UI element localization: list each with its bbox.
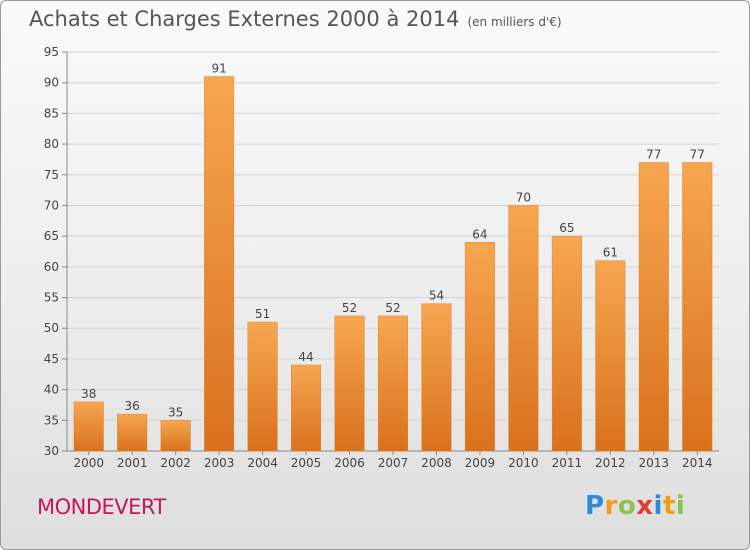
x-tick-label: 2000 [73, 456, 104, 470]
x-tick-label: 2007 [378, 456, 409, 470]
bar-value-label: 65 [559, 221, 574, 235]
bar-value-label: 35 [168, 405, 183, 419]
bar-value-label: 61 [603, 246, 618, 260]
bar-value-label: 51 [255, 307, 270, 321]
bar [73, 401, 104, 452]
logo-letter: t [662, 491, 676, 521]
bar [551, 235, 582, 452]
bar-value-label: 52 [385, 301, 400, 315]
bar [638, 162, 669, 452]
bar [291, 364, 322, 452]
y-tick-label: 80 [44, 137, 59, 151]
logo-letter: P [585, 491, 605, 521]
y-tick-label: 45 [44, 352, 59, 366]
bar [421, 303, 452, 452]
bar [682, 162, 713, 452]
y-tick-label: 65 [44, 229, 59, 243]
x-tick-label: 2014 [682, 456, 713, 470]
bar [464, 242, 495, 452]
bar-value-label: 70 [516, 190, 531, 204]
logo-letter: x [636, 491, 654, 521]
y-tick-label: 75 [44, 168, 59, 182]
x-tick-label: 2003 [204, 456, 235, 470]
bar [377, 315, 409, 452]
bar-value-label: 52 [342, 301, 357, 315]
x-tick-label: 2005 [291, 456, 322, 470]
y-tick-label: 60 [44, 260, 59, 274]
labels: 30 35 40 45 50 55 60 65 70 75 80 85 90 95 38 2000 36 2001… [44, 45, 713, 470]
bars [73, 76, 713, 452]
y-tick-label: 95 [44, 45, 59, 59]
bar [117, 413, 148, 452]
chart-unit: (en milliers d'€) [467, 15, 562, 29]
commune-name: MONDEVERT [37, 495, 166, 519]
y-tick-label: 50 [44, 321, 59, 335]
bar-value-label: 64 [472, 227, 487, 241]
bar [247, 321, 278, 452]
x-tick-label: 2013 [639, 456, 670, 470]
x-tick-label: 2012 [595, 456, 626, 470]
x-tick-label: 2004 [247, 456, 278, 470]
x-tick-label: 2001 [117, 456, 148, 470]
bar-value-label: 44 [298, 350, 313, 364]
chart-title-text: Achats et Charges Externes 2000 à 2014 [29, 7, 460, 31]
bar-value-label: 77 [646, 147, 661, 161]
x-tick-label: 2002 [160, 456, 191, 470]
bar-value-label: 36 [125, 399, 140, 413]
bar-value-label: 54 [429, 289, 444, 303]
y-tick-label: 30 [44, 444, 59, 458]
y-tick-label: 55 [44, 291, 59, 305]
bar [508, 205, 539, 452]
logo-letter: r [604, 491, 618, 521]
x-tick-label: 2011 [552, 456, 583, 470]
y-tick-label: 85 [44, 106, 59, 120]
bar-value-label: 38 [81, 387, 96, 401]
y-tick-label: 35 [44, 413, 59, 427]
bar [334, 315, 365, 452]
y-tick-label: 90 [44, 76, 59, 90]
bar [160, 420, 191, 452]
logo-letter: i [653, 491, 663, 521]
bar-value-label: 77 [690, 147, 705, 161]
bar [595, 260, 626, 452]
bar-value-label: 91 [211, 62, 226, 76]
x-tick-label: 2009 [465, 456, 496, 470]
logo-letter: i [675, 491, 686, 521]
logo-letter: o [617, 491, 637, 521]
chart-title: Achats et Charges Externes 2000 à 2014 (e… [29, 7, 562, 31]
y-tick-label: 70 [44, 198, 59, 212]
proxiti-logo: Proxiti [585, 491, 685, 521]
x-tick-label: 2008 [421, 456, 452, 470]
bar [204, 76, 235, 452]
y-tick-label: 40 [44, 383, 59, 397]
x-tick-label: 2010 [508, 456, 539, 470]
x-tick-label: 2006 [334, 456, 365, 470]
